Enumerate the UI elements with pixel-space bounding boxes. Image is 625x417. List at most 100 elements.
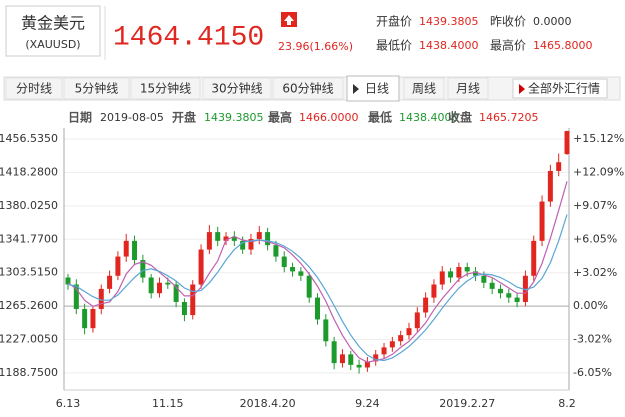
- candle-body: [90, 308, 96, 329]
- x-tick-label: 2018.4.20: [240, 397, 296, 410]
- candle-body: [223, 236, 229, 241]
- y-tick-label: 1418.2800: [0, 165, 58, 178]
- info-value: 1466.0000: [299, 111, 359, 124]
- candle-body: [364, 361, 370, 368]
- candle-body: [98, 288, 104, 309]
- tab-icon: [353, 84, 359, 94]
- candle-body: [256, 232, 262, 240]
- tab-label[interactable]: 30分钟线: [211, 81, 262, 96]
- all-link-box[interactable]: [512, 78, 608, 99]
- tab[interactable]: [5, 77, 63, 100]
- moving-average: [67, 214, 568, 362]
- tab-label[interactable]: 月线: [456, 82, 480, 96]
- candle-body: [148, 277, 154, 294]
- link-icon: [519, 84, 525, 94]
- candle-body: [439, 271, 445, 285]
- stat-value: 1439.3805: [419, 15, 479, 28]
- candle-body: [140, 260, 146, 278]
- candle-body: [373, 354, 379, 362]
- candle-body: [315, 297, 320, 320]
- candle-body: [339, 354, 345, 364]
- candle-body: [73, 284, 79, 309]
- candle-body: [190, 284, 196, 316]
- x-tick-label: 11.15: [152, 397, 184, 410]
- candle-body: [531, 240, 537, 276]
- candle-body: [389, 341, 395, 348]
- candle-body: [381, 347, 387, 355]
- candle-body: [423, 297, 429, 313]
- candle-body: [456, 267, 462, 278]
- tab[interactable]: [272, 77, 344, 100]
- y2-tick-label: +9.07%: [573, 199, 617, 212]
- symbol-box: [5, 5, 101, 57]
- info-value: 1465.7205: [479, 111, 539, 124]
- info-value: 1439.3805: [204, 111, 264, 124]
- tab[interactable]: [403, 77, 445, 100]
- tab[interactable]: [130, 77, 201, 100]
- candle-body: [165, 282, 171, 285]
- candle-body: [464, 267, 470, 272]
- all-link[interactable]: 全部外汇行情: [528, 81, 600, 96]
- candle-body: [556, 162, 562, 171]
- x-tick-label: 8.2: [558, 397, 576, 410]
- candle-body: [348, 354, 354, 365]
- stat-value: 1465.8000: [533, 39, 593, 52]
- candle-body: [431, 284, 437, 298]
- y2-tick-label: +12.09%: [573, 166, 624, 179]
- x-tick-label: 6.13: [56, 397, 81, 410]
- tab[interactable]: [447, 77, 489, 100]
- candle-body: [206, 232, 212, 250]
- candle-body: [564, 131, 570, 155]
- candle-body: [506, 293, 512, 298]
- y2-tick-label: -6.05%: [573, 366, 612, 379]
- tab-label[interactable]: 15分钟线: [140, 81, 191, 96]
- symbol-code: (XAUUSD): [25, 38, 80, 51]
- candle-body: [356, 364, 362, 368]
- tab-label[interactable]: 日线: [365, 82, 389, 96]
- tab-label[interactable]: 周线: [412, 82, 436, 96]
- y2-tick-label: +3.02%: [573, 266, 617, 279]
- tab-label[interactable]: 分时线: [16, 82, 52, 96]
- stat-label: 最高价: [490, 38, 526, 53]
- candle-body: [497, 288, 503, 294]
- y-tick-label: 1456.5350: [0, 132, 58, 145]
- x-tick-label: 2019.2.27: [439, 397, 495, 410]
- tab-label[interactable]: 5分钟线: [75, 81, 119, 96]
- tab-label[interactable]: 60分钟线: [282, 81, 333, 96]
- stat-label: 昨收价: [490, 15, 526, 29]
- candle-body: [481, 275, 487, 283]
- up-arrow: [284, 15, 294, 25]
- candle-body: [240, 240, 246, 250]
- stat-label: 开盘价: [376, 14, 412, 29]
- candle-body: [539, 201, 545, 241]
- candle-body: [123, 240, 129, 257]
- y-tick-label: 1380.0250: [0, 199, 58, 212]
- candle-body: [248, 239, 254, 250]
- candle-body: [298, 271, 304, 276]
- candle-body: [231, 236, 237, 241]
- info-value: 2019-08-05: [100, 111, 164, 124]
- tab[interactable]: [63, 77, 130, 100]
- y2-tick-label: -3.02%: [573, 333, 612, 346]
- candle-body: [306, 275, 312, 298]
- candle-body: [198, 249, 204, 285]
- candle-body: [414, 312, 420, 329]
- candle-body: [489, 282, 495, 289]
- info-label: 最高: [268, 110, 292, 125]
- candle-body: [448, 271, 454, 278]
- candle-body: [132, 240, 138, 261]
- y-tick-label: 1341.7700: [0, 232, 58, 245]
- candle-body: [406, 328, 412, 336]
- candle-body: [290, 267, 296, 272]
- y-tick-label: 1265.2600: [0, 299, 58, 312]
- candle-body: [65, 277, 71, 285]
- info-label: 收盘: [448, 110, 472, 125]
- candle-body: [547, 170, 553, 202]
- info-value: 1438.4000: [399, 111, 459, 124]
- tab[interactable]: [202, 77, 272, 100]
- candle-body: [281, 256, 287, 268]
- info-label: 开盘: [172, 110, 196, 125]
- info-label: 日期: [68, 110, 92, 125]
- candle-body: [265, 232, 271, 246]
- tab[interactable]: [346, 75, 400, 102]
